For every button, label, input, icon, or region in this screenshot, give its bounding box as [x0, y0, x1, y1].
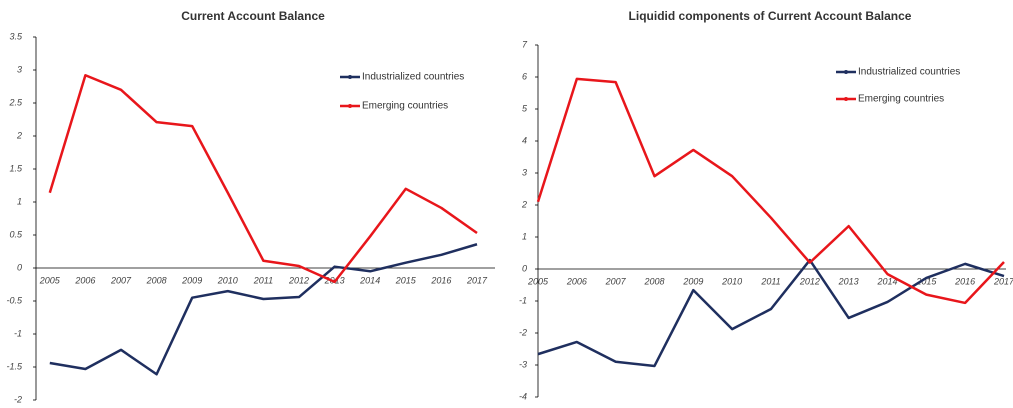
x-tick-label: 2007 — [110, 275, 132, 285]
y-tick-label: 3 — [17, 64, 22, 74]
chart-title: Liquidid components of Current Account B… — [629, 9, 912, 23]
y-tick-label: 4 — [522, 135, 527, 145]
x-tick-label: 2008 — [643, 276, 664, 286]
y-tick-label: -4 — [519, 391, 527, 401]
legend-label: Emerging countries — [858, 94, 944, 105]
legend-marker — [348, 104, 352, 108]
x-tick-label: 2005 — [527, 276, 549, 286]
legend-marker — [348, 75, 352, 79]
x-tick-label: 2011 — [760, 276, 780, 286]
x-tick-label: 2015 — [395, 275, 417, 285]
y-tick-label: -2 — [14, 394, 22, 403]
legend-label: Industrialized countries — [858, 67, 960, 78]
legend-marker — [844, 70, 848, 74]
y-tick-label: 0 — [522, 263, 527, 273]
x-tick-label: 2012 — [288, 275, 309, 285]
y-tick-label: 3 — [522, 167, 527, 177]
x-tick-label: 2005 — [39, 275, 61, 285]
y-tick-label: 2 — [521, 199, 527, 209]
series-line — [536, 77, 1005, 305]
y-tick-label: 1 — [522, 231, 527, 241]
y-tick-label: 0 — [17, 262, 22, 272]
x-tick-label: 2010 — [217, 275, 238, 285]
y-tick-label: 1.5 — [9, 163, 23, 173]
y-tick-label: 6 — [522, 71, 527, 81]
y-tick-label: -2 — [519, 327, 527, 337]
chart-title: Current Account Balance — [181, 9, 325, 23]
y-tick-label: 1 — [17, 196, 22, 206]
y-tick-label: 7 — [522, 39, 528, 49]
x-tick-label: 2014 — [359, 275, 380, 285]
x-tick-label: 2017 — [466, 275, 488, 285]
x-tick-label: 2016 — [430, 275, 451, 285]
y-tick-label: 2 — [16, 130, 22, 140]
y-tick-label: 2.5 — [8, 97, 23, 107]
legend-label: Industrialized countries — [362, 72, 464, 83]
x-tick-label: 2012 — [799, 276, 820, 286]
y-tick-label: -0.5 — [6, 295, 23, 305]
x-tick-label: 2011 — [253, 275, 273, 285]
x-tick-label: 2006 — [566, 276, 587, 286]
x-tick-label: 2007 — [605, 276, 627, 286]
x-tick-label: 2006 — [74, 275, 95, 285]
x-tick-label: 2016 — [954, 276, 975, 286]
series-line — [48, 74, 478, 284]
x-tick-label: 2014 — [876, 276, 897, 286]
x-tick-label: 2010 — [721, 276, 742, 286]
y-tick-label: 0.5 — [9, 229, 23, 239]
series-line — [537, 258, 1005, 368]
y-tick-label: 5 — [522, 103, 528, 113]
x-tick-label: 2009 — [181, 275, 202, 285]
y-tick-label: -1.5 — [6, 361, 23, 371]
y-tick-label: -3 — [519, 359, 527, 369]
x-tick-label: 2013 — [838, 276, 859, 286]
legend-marker — [844, 97, 848, 101]
x-tick-label: 2017 — [993, 276, 1013, 286]
x-tick-label: 2009 — [682, 276, 703, 286]
y-tick-label: -1 — [519, 295, 527, 305]
series-line — [49, 243, 478, 376]
y-tick-label: -1 — [14, 328, 22, 338]
legend-label: Emerging countries — [362, 101, 448, 112]
x-tick-label: 2015 — [915, 276, 937, 286]
y-tick-label: 3.5 — [9, 31, 23, 41]
x-tick-label: 2008 — [146, 275, 167, 285]
